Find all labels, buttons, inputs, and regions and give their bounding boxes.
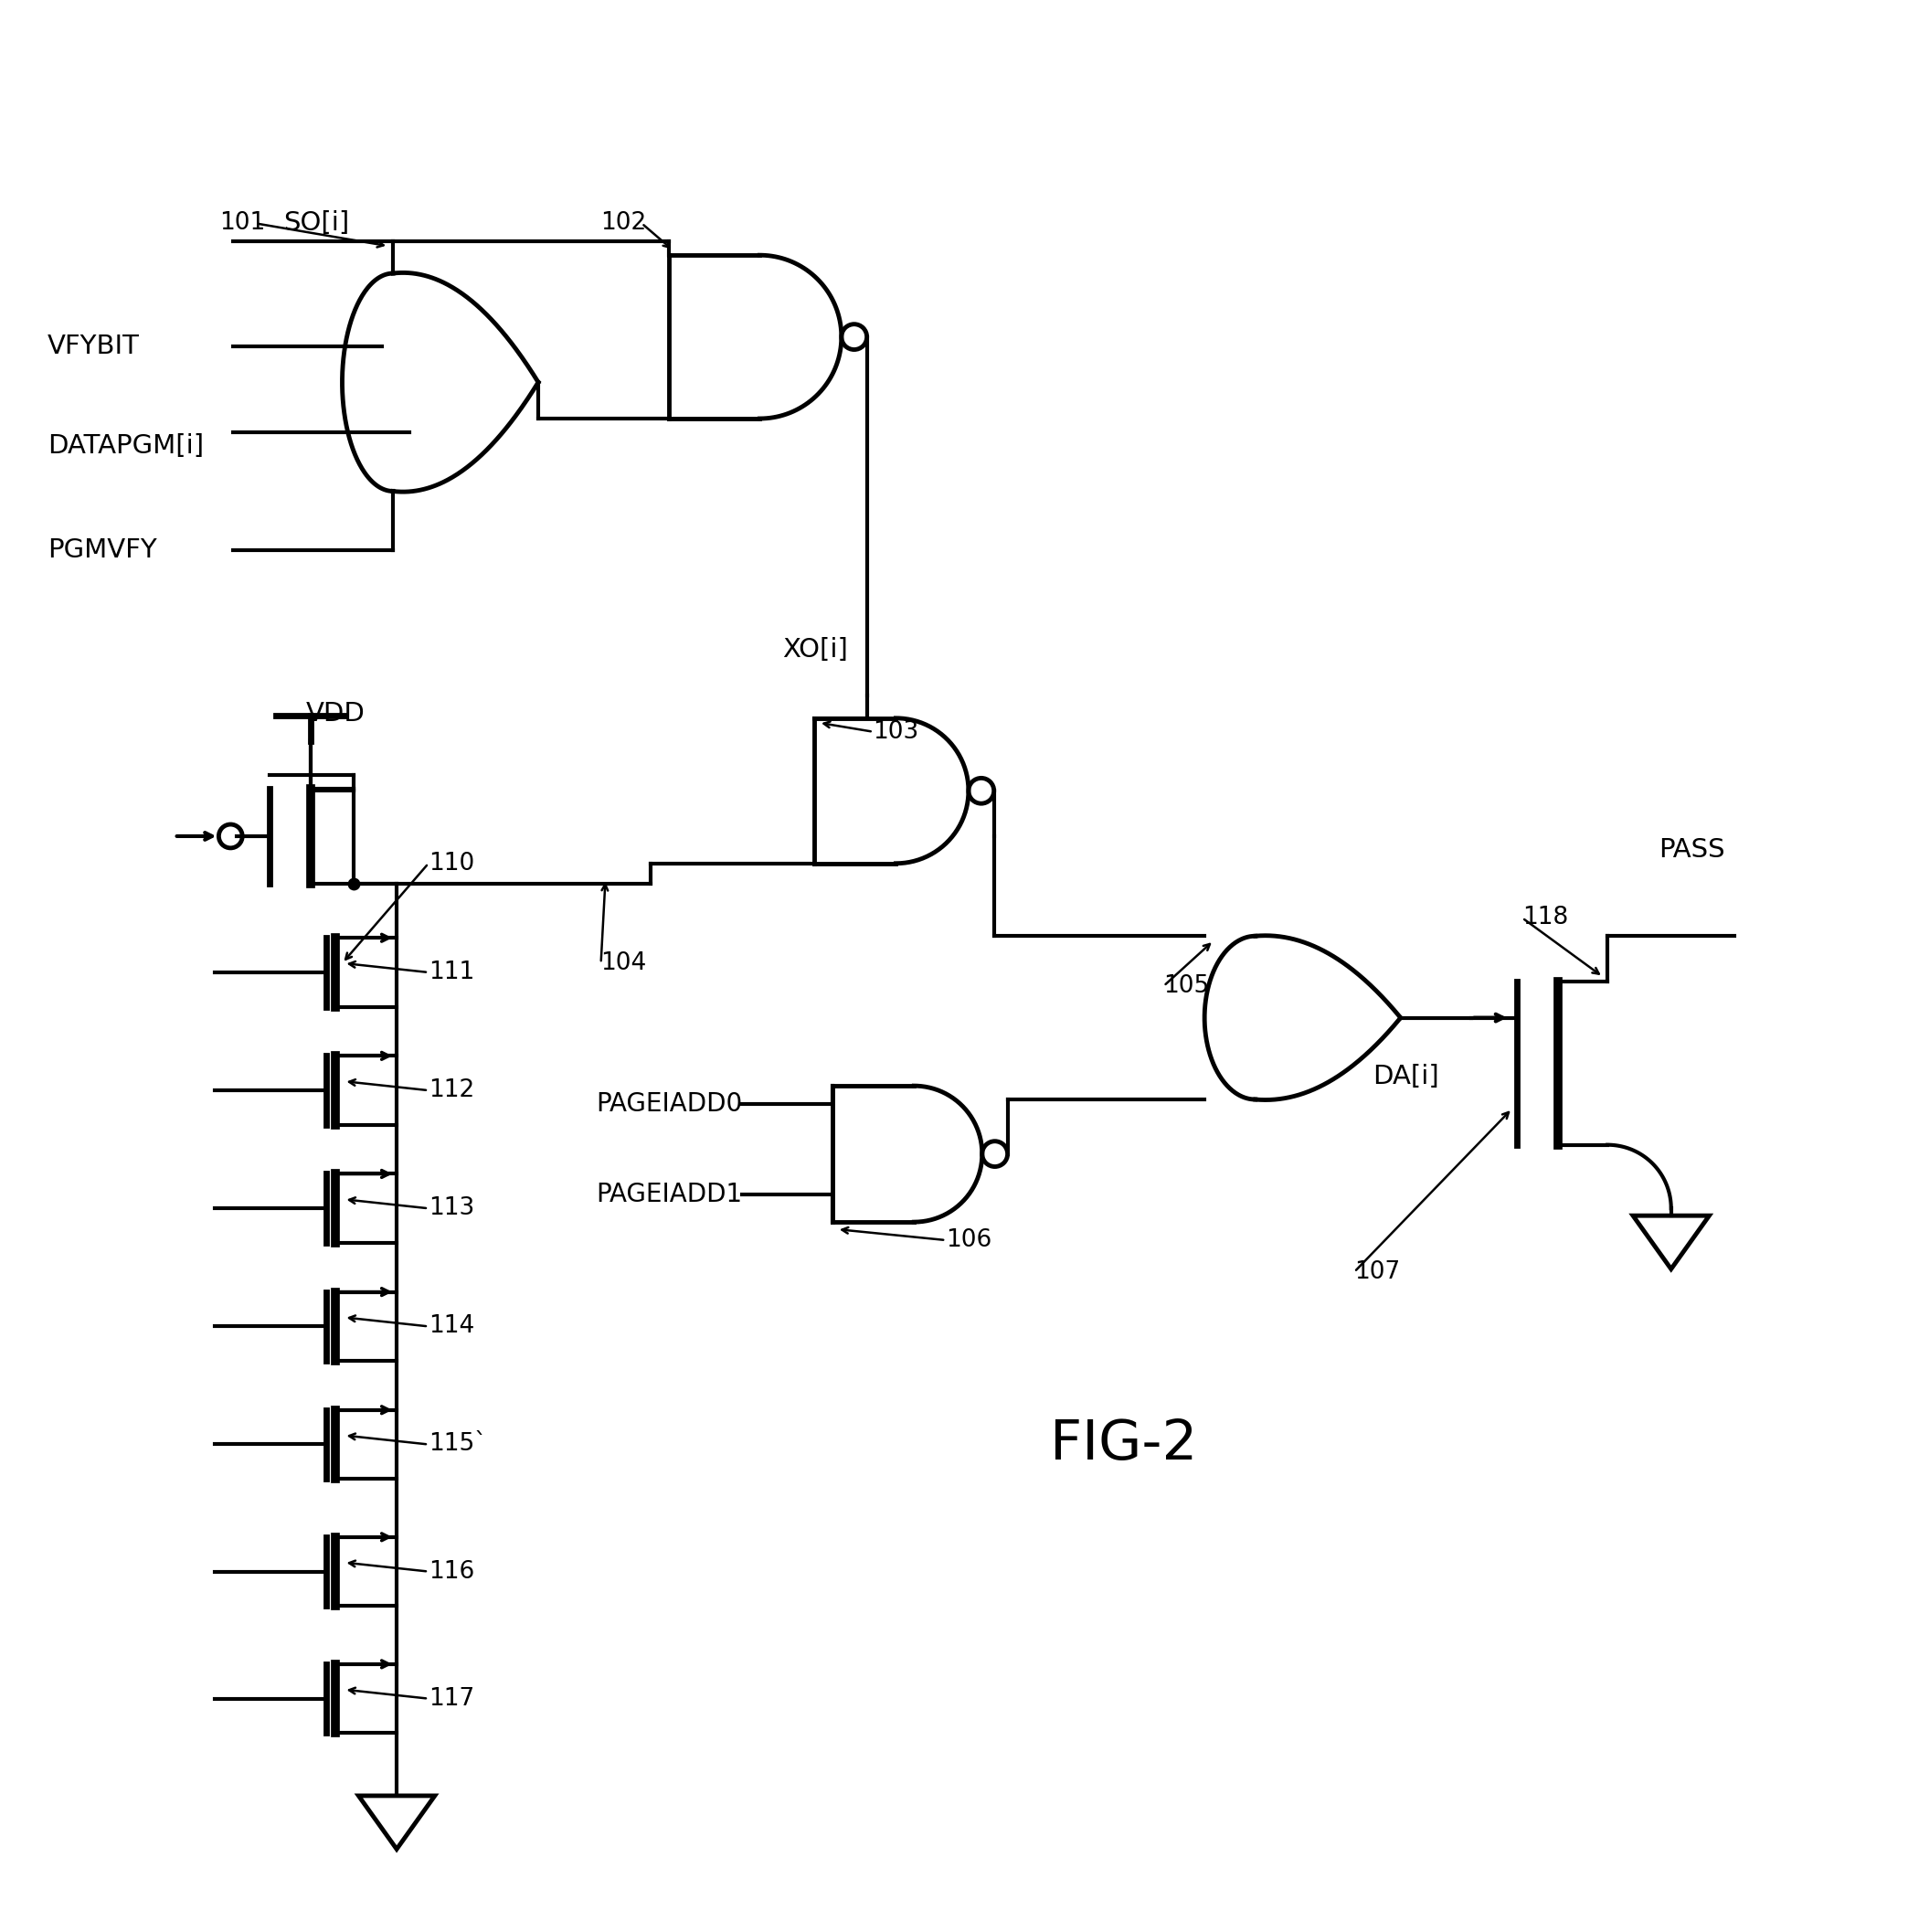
Text: 106: 106 — [946, 1229, 992, 1252]
Text: PASS: PASS — [1658, 837, 1725, 862]
Text: DATAPGM[i]: DATAPGM[i] — [48, 433, 204, 458]
Text: 111: 111 — [429, 960, 475, 983]
Text: 118: 118 — [1523, 906, 1568, 929]
Text: PGMVFY: PGMVFY — [48, 537, 156, 562]
Text: FIG-2: FIG-2 — [1049, 1418, 1198, 1472]
Text: XO[i]: XO[i] — [782, 638, 849, 663]
Text: 112: 112 — [429, 1078, 475, 1103]
Text: 117: 117 — [429, 1687, 475, 1710]
Text: 114: 114 — [429, 1314, 475, 1339]
Text: 105: 105 — [1164, 974, 1210, 997]
Text: SO[i]: SO[i] — [282, 211, 349, 236]
Text: 107: 107 — [1355, 1260, 1400, 1285]
Text: PAGEIADD1: PAGEIADD1 — [597, 1182, 742, 1208]
Text: 104: 104 — [601, 951, 647, 976]
Text: 116: 116 — [429, 1559, 475, 1584]
Text: 110: 110 — [429, 852, 475, 875]
Text: 113: 113 — [429, 1196, 475, 1221]
Text: 103: 103 — [874, 721, 920, 744]
Text: PAGEIADD0: PAGEIADD0 — [597, 1092, 742, 1117]
Text: 102: 102 — [601, 211, 647, 236]
Text: VDD: VDD — [305, 701, 364, 726]
Text: DA[i]: DA[i] — [1372, 1065, 1439, 1090]
Text: 115`: 115` — [429, 1432, 487, 1457]
Text: VFYBIT: VFYBIT — [48, 332, 139, 359]
Text: 101: 101 — [219, 211, 265, 236]
